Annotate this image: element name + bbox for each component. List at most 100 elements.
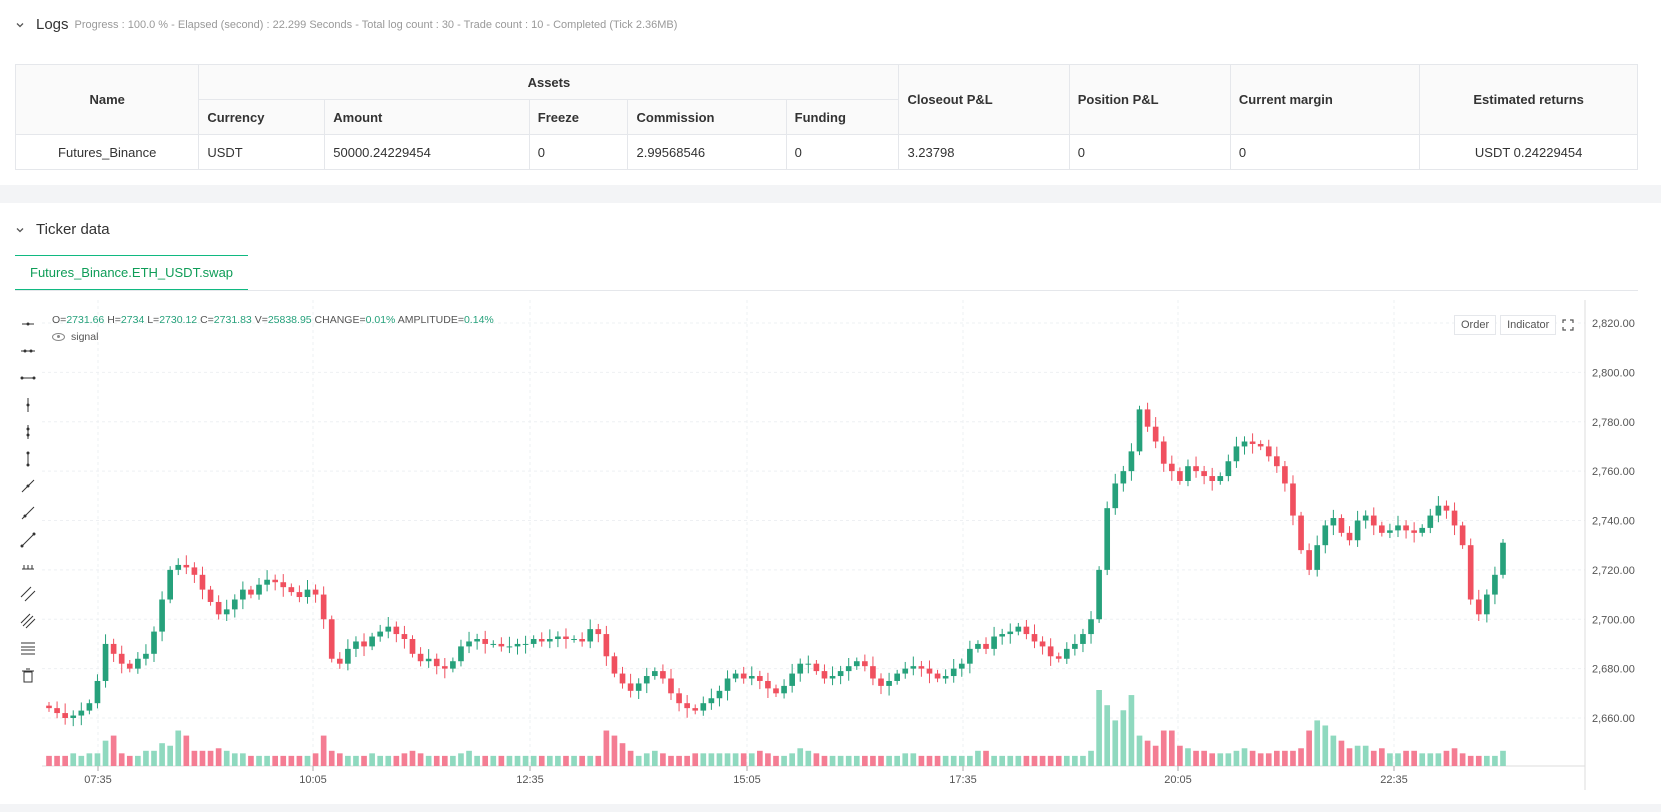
- candle-body[interactable]: [1419, 527, 1426, 533]
- candle-body[interactable]: [1403, 525, 1409, 531]
- candle-body[interactable]: [1362, 515, 1369, 521]
- candle-body[interactable]: [1023, 626, 1030, 635]
- candle-body[interactable]: [878, 678, 884, 686]
- candle-body[interactable]: [748, 676, 755, 679]
- candle-body[interactable]: [530, 639, 537, 644]
- candle-body[interactable]: [797, 663, 804, 674]
- vertical-ray-icon[interactable]: [16, 391, 40, 418]
- candle-body[interactable]: [441, 666, 448, 669]
- candle-body[interactable]: [999, 634, 1006, 637]
- candle-body[interactable]: [506, 646, 513, 648]
- candle-body[interactable]: [1249, 441, 1256, 444]
- candle-body[interactable]: [732, 673, 739, 679]
- candle-body[interactable]: [223, 609, 230, 615]
- candle-body[interactable]: [538, 639, 545, 642]
- eye-icon[interactable]: [52, 333, 65, 341]
- candle-body[interactable]: [118, 653, 125, 664]
- candle-body[interactable]: [1080, 634, 1086, 644]
- candle-body[interactable]: [94, 680, 101, 704]
- candle-body[interactable]: [1492, 574, 1498, 595]
- candle-body[interactable]: [740, 673, 747, 679]
- candle-body[interactable]: [1346, 532, 1353, 541]
- candle-body[interactable]: [692, 708, 699, 711]
- candle-body[interactable]: [757, 676, 763, 681]
- signal-legend[interactable]: signal: [52, 331, 98, 343]
- candle-body[interactable]: [724, 678, 731, 691]
- candle-body[interactable]: [1185, 466, 1191, 481]
- candle-body[interactable]: [942, 676, 949, 679]
- candle-body[interactable]: [837, 671, 844, 677]
- candle-body[interactable]: [199, 574, 206, 590]
- logs-header[interactable]: Logs Progress : 100.0 % - Elapsed (secon…: [14, 16, 677, 33]
- candle-body[interactable]: [1015, 626, 1022, 632]
- candle-body[interactable]: [248, 589, 254, 595]
- price-range-icon[interactable]: [16, 553, 40, 580]
- fib-icon[interactable]: [16, 634, 40, 661]
- candle-body[interactable]: [1475, 599, 1482, 615]
- candle-body[interactable]: [498, 643, 505, 647]
- candle-body[interactable]: [425, 658, 432, 662]
- candle-body[interactable]: [643, 676, 650, 684]
- candle-body[interactable]: [474, 639, 480, 642]
- candle-body[interactable]: [151, 631, 157, 654]
- candle-body[interactable]: [1314, 545, 1321, 570]
- candle-body[interactable]: [967, 648, 973, 664]
- candle-body[interactable]: [1136, 409, 1143, 452]
- candle-body[interactable]: [958, 663, 965, 669]
- candle-body[interactable]: [143, 653, 149, 659]
- candle-body[interactable]: [1177, 471, 1183, 481]
- candle-body[interactable]: [1063, 648, 1070, 659]
- candle-body[interactable]: [1298, 515, 1304, 551]
- candle-body[interactable]: [102, 643, 109, 681]
- horizontal-ray-icon[interactable]: [16, 310, 40, 337]
- candle-body[interactable]: [1379, 525, 1385, 533]
- candle-body[interactable]: [1257, 443, 1264, 447]
- vertical-line-icon[interactable]: [16, 418, 40, 445]
- candle-body[interactable]: [845, 666, 852, 672]
- candle-body[interactable]: [789, 673, 795, 686]
- candle-body[interactable]: [1282, 466, 1288, 484]
- candle-body[interactable]: [1241, 441, 1248, 447]
- candle-body[interactable]: [950, 668, 957, 677]
- candle-body[interactable]: [207, 589, 214, 602]
- candle-body[interactable]: [652, 671, 658, 677]
- candle-body[interactable]: [870, 666, 876, 679]
- candle-body[interactable]: [304, 589, 311, 598]
- candle-body[interactable]: [466, 641, 472, 647]
- candle-body[interactable]: [450, 661, 456, 669]
- candle-body[interactable]: [522, 643, 529, 645]
- candle-body[interactable]: [886, 680, 892, 686]
- candle-body[interactable]: [603, 634, 610, 657]
- candle-body[interactable]: [1096, 569, 1102, 620]
- chevron-down-icon[interactable]: [14, 19, 26, 31]
- candle-body[interactable]: [377, 631, 384, 637]
- candle-body[interactable]: [611, 656, 618, 674]
- candle-body[interactable]: [1039, 641, 1046, 647]
- candle-body[interactable]: [110, 643, 117, 654]
- candle-body[interactable]: [1233, 446, 1240, 462]
- candle-body[interactable]: [46, 705, 52, 709]
- candle-body[interactable]: [1338, 518, 1345, 533]
- candle-body[interactable]: [264, 579, 270, 585]
- candle-body[interactable]: [490, 643, 497, 645]
- candle-body[interactable]: [635, 683, 642, 691]
- candle-body[interactable]: [175, 564, 182, 570]
- candle-body[interactable]: [1193, 466, 1199, 472]
- candle-body[interactable]: [482, 639, 489, 644]
- candle-body[interactable]: [70, 715, 77, 718]
- candle-body[interactable]: [433, 658, 440, 667]
- candle-body[interactable]: [1168, 463, 1175, 472]
- candle-body[interactable]: [280, 582, 287, 588]
- candle-body[interactable]: [1072, 643, 1078, 649]
- candle-body[interactable]: [1435, 505, 1442, 516]
- candle-body[interactable]: [627, 683, 634, 691]
- candle-body[interactable]: [555, 636, 561, 639]
- candle-body[interactable]: [563, 636, 569, 639]
- candle-body[interactable]: [587, 629, 594, 642]
- candle-body[interactable]: [1467, 545, 1474, 600]
- tab-eth-usdt-swap[interactable]: Futures_Binance.ETH_USDT.swap: [15, 255, 249, 291]
- candle-body[interactable]: [1031, 634, 1038, 642]
- candle-body[interactable]: [676, 693, 682, 704]
- candle-body[interactable]: [1459, 525, 1466, 546]
- parallel-channel-icon[interactable]: [16, 580, 40, 607]
